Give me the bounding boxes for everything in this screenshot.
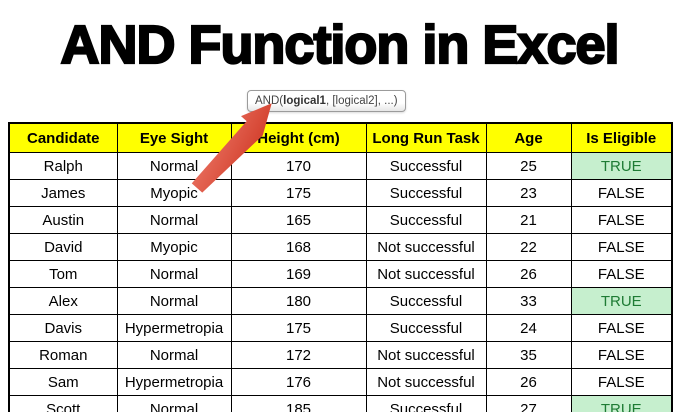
cell-age: 23 xyxy=(485,179,572,207)
candidates-table: Candidate Eye Sight Height (cm) Long Run… xyxy=(8,122,673,412)
cell-age: 27 xyxy=(485,395,572,412)
cell-age: 26 xyxy=(485,368,572,396)
cell-height: 185 xyxy=(230,395,367,412)
cell-height: 180 xyxy=(230,287,367,315)
cell-is-eligible: FALSE xyxy=(570,341,673,369)
cell-candidate: Roman xyxy=(8,341,118,369)
cell-height: 172 xyxy=(230,341,367,369)
cell-eye-sight: Myopic xyxy=(116,233,232,261)
column-header-height: Height (cm) xyxy=(230,122,367,153)
tooltip-text-prefix: AND( xyxy=(255,95,284,107)
cell-is-eligible: FALSE xyxy=(570,179,673,207)
cell-age: 26 xyxy=(485,260,572,288)
cell-is-eligible: FALSE xyxy=(570,314,673,342)
table-row: Ralph Normal 170 Successful 25 TRUE xyxy=(8,152,673,180)
column-header-long-run-task: Long Run Task xyxy=(365,122,487,153)
cell-eye-sight: Normal xyxy=(116,341,232,369)
cell-eye-sight: Normal xyxy=(116,395,232,412)
cell-height: 170 xyxy=(230,152,367,180)
cell-candidate: Sam xyxy=(8,368,118,396)
cell-candidate: Alex xyxy=(8,287,118,315)
page-title: AND Function in Excel xyxy=(59,14,620,76)
cell-is-eligible: TRUE xyxy=(570,152,673,180)
cell-long-run-task: Successful xyxy=(365,206,487,234)
cell-height: 168 xyxy=(230,233,367,261)
cell-is-eligible: FALSE xyxy=(570,233,673,261)
cell-height: 165 xyxy=(230,206,367,234)
cell-eye-sight: Hypermetropia xyxy=(116,368,232,396)
table-row: Scott Normal 185 Successful 27 TRUE xyxy=(8,395,673,412)
cell-long-run-task: Successful xyxy=(365,152,487,180)
cell-height: 176 xyxy=(230,368,367,396)
cell-age: 35 xyxy=(485,341,572,369)
table-row: David Myopic 168 Not successful 22 FALSE xyxy=(8,233,673,261)
tooltip-text-suffix: , [logical2], ...) xyxy=(325,95,398,107)
cell-age: 21 xyxy=(485,206,572,234)
cell-eye-sight: Normal xyxy=(116,287,232,315)
cell-height: 169 xyxy=(230,260,367,288)
cell-long-run-task: Successful xyxy=(365,179,487,207)
cell-is-eligible: TRUE xyxy=(570,287,673,315)
cell-eye-sight: Hypermetropia xyxy=(116,314,232,342)
cell-long-run-task: Successful xyxy=(365,314,487,342)
cell-candidate: David xyxy=(8,233,118,261)
cell-eye-sight: Normal xyxy=(116,260,232,288)
cell-long-run-task: Successful xyxy=(365,287,487,315)
cell-long-run-task: Not successful xyxy=(365,260,487,288)
column-header-age: Age xyxy=(485,122,572,153)
cell-age: 25 xyxy=(485,152,572,180)
cell-eye-sight: Normal xyxy=(116,206,232,234)
table-row: Austin Normal 165 Successful 21 FALSE xyxy=(8,206,673,234)
cell-candidate: Austin xyxy=(8,206,118,234)
cell-candidate: Tom xyxy=(8,260,118,288)
cell-height: 175 xyxy=(230,314,367,342)
cell-height: 175 xyxy=(230,179,367,207)
table-row: Davis Hypermetropia 175 Successful 24 FA… xyxy=(8,314,673,342)
table-body: Ralph Normal 170 Successful 25 TRUE Jame… xyxy=(8,152,673,412)
table-row: Sam Hypermetropia 176 Not successful 26 … xyxy=(8,368,673,396)
cell-long-run-task: Not successful xyxy=(365,233,487,261)
cell-long-run-task: Not successful xyxy=(365,341,487,369)
tooltip-text-bold-arg: logical1 xyxy=(283,95,326,107)
cell-is-eligible: FALSE xyxy=(570,206,673,234)
cell-candidate: James xyxy=(8,179,118,207)
column-header-eye-sight: Eye Sight xyxy=(116,122,232,153)
cell-eye-sight: Myopic xyxy=(116,179,232,207)
cell-age: 33 xyxy=(485,287,572,315)
cell-eye-sight: Normal xyxy=(116,152,232,180)
cell-is-eligible: FALSE xyxy=(570,260,673,288)
table-row: Tom Normal 169 Not successful 26 FALSE xyxy=(8,260,673,288)
cell-candidate: Davis xyxy=(8,314,118,342)
cell-is-eligible: FALSE xyxy=(570,368,673,396)
cell-age: 22 xyxy=(485,233,572,261)
formula-syntax-tooltip: AND(logical1, [logical2], ...) xyxy=(247,90,406,112)
table-row: Roman Normal 172 Not successful 35 FALSE xyxy=(8,341,673,369)
table-row: Alex Normal 180 Successful 33 TRUE xyxy=(8,287,673,315)
column-header-is-eligible: Is Eligible xyxy=(570,122,673,153)
cell-long-run-task: Not successful xyxy=(365,368,487,396)
cell-candidate: Scott xyxy=(8,395,118,412)
cell-candidate: Ralph xyxy=(8,152,118,180)
table-header-row: Candidate Eye Sight Height (cm) Long Run… xyxy=(8,122,673,153)
cell-age: 24 xyxy=(485,314,572,342)
cell-is-eligible: TRUE xyxy=(570,395,673,412)
cell-long-run-task: Successful xyxy=(365,395,487,412)
table-row: James Myopic 175 Successful 23 FALSE xyxy=(8,179,673,207)
column-header-candidate: Candidate xyxy=(8,122,118,153)
